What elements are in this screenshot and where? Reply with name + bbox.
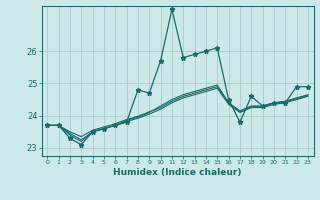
X-axis label: Humidex (Indice chaleur): Humidex (Indice chaleur) — [113, 168, 242, 177]
